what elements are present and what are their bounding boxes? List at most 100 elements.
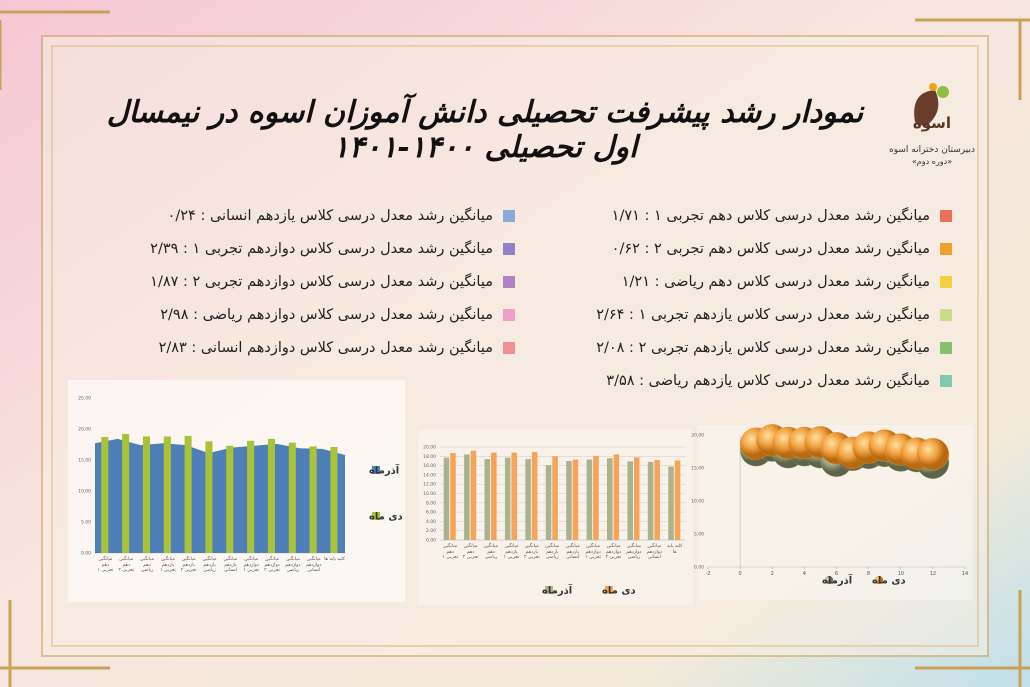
- bar: [247, 440, 255, 553]
- color-swatch: [503, 243, 515, 255]
- x-tick-label: میانگین دوازدهم انسانی: [306, 557, 322, 574]
- bar: [163, 436, 171, 553]
- bar: [525, 459, 531, 540]
- y-tick-label: 0.00: [426, 538, 436, 544]
- bar: [593, 455, 599, 540]
- info-item: میانگین رشد معدل درسی کلاس یازدهم ریاضی …: [606, 373, 952, 389]
- info-item: میانگین رشد معدل درسی کلاس دوازدهم انسان…: [159, 340, 515, 356]
- y-tick-label: 8.00: [426, 500, 436, 506]
- y-tick-label: 0.00: [81, 551, 91, 557]
- color-swatch: [940, 342, 952, 354]
- info-text: میانگین رشد معدل درسی کلاس دهم تجربی ۲ :…: [611, 241, 930, 257]
- y-tick-label: 14.00: [423, 472, 436, 478]
- x-tick-label: 6: [835, 571, 838, 577]
- color-swatch: [940, 243, 952, 255]
- bar: [647, 461, 654, 540]
- legend-label: آذرماه: [822, 574, 853, 587]
- info-item: میانگین رشد معدل درسی کلاس دهم ریاضی : ۱…: [622, 274, 952, 290]
- y-tick-label: 10.00: [78, 489, 91, 495]
- color-swatch: [503, 309, 515, 321]
- x-tick-label: میانگین دهم تجربی ۱: [97, 557, 114, 574]
- legend-swatch: [545, 586, 553, 594]
- x-tick-label: کلیه پایه ها: [667, 544, 683, 555]
- legend-swatch: [605, 586, 613, 594]
- y-tick-label: 10.00: [691, 499, 704, 505]
- school-name: دبیرستان دخترانه اسوه: [889, 145, 975, 155]
- y-tick-label: 20.00: [78, 427, 91, 433]
- y-tick-label: 15.00: [691, 466, 704, 472]
- y-tick-label: 0.00: [694, 565, 704, 571]
- bar: [484, 459, 491, 540]
- y-tick-label: 20.00: [423, 445, 436, 451]
- bar: [613, 454, 620, 540]
- bar: [504, 457, 511, 540]
- bar: [511, 452, 518, 540]
- x-tick-label: 4: [803, 571, 806, 577]
- x-tick-label: 14: [962, 571, 968, 577]
- y-tick-label: 10.00: [423, 491, 436, 497]
- bar: [122, 433, 130, 553]
- info-text: میانگین رشد معدل درسی کلاس دوازدهم تجربی…: [150, 241, 493, 257]
- legend-label: دی ماه: [369, 512, 403, 523]
- x-tick-label: میانگین یازدهم انسانی: [223, 557, 238, 574]
- x-tick-label: میانگین دوازدهم تجربی ۱: [585, 544, 602, 561]
- color-swatch: [940, 309, 952, 321]
- x-tick-label: میانگین یازدهم تجربی ۲: [180, 557, 197, 574]
- bar: [267, 438, 275, 553]
- x-tick-label: میانگین دهم تجربی ۲: [118, 557, 135, 574]
- info-text: میانگین رشد معدل درسی کلاس دوازدهم تجربی…: [150, 274, 493, 290]
- info-item: میانگین رشد معدل درسی کلاس دهم تجربی ۲ :…: [612, 241, 952, 257]
- x-tick-label: میانگین دهم ریاضی: [484, 544, 498, 561]
- info-text: میانگین رشد معدل درسی کلاس یازدهم تجربی …: [596, 307, 930, 323]
- info-item: میانگین رشد معدل درسی کلاس یازدهم انسانی…: [168, 208, 515, 224]
- x-tick-label: میانگین دوازدهم انسانی: [646, 544, 662, 561]
- info-item: میانگین رشد معدل درسی کلاس یازدهم تجربی …: [596, 307, 952, 323]
- info-text: میانگین رشد معدل درسی کلاس دوازدهم انسان…: [158, 340, 493, 356]
- school-period: «دوره دوم»: [912, 157, 952, 166]
- y-tick-label: 6.00: [426, 510, 436, 516]
- title: نمودار رشد پیشرفت تحصیلی دانش آموزان اسو…: [106, 95, 864, 165]
- info-text: میانگین رشد معدل درسی کلاس یازدهم تجربی …: [596, 340, 930, 356]
- bar: [309, 446, 317, 553]
- bar: [464, 454, 470, 540]
- x-tick-label: میانگین یازدهم تجربی ۱: [503, 544, 520, 561]
- info-text: میانگین رشد معدل درسی کلاس یازدهم انسانی…: [167, 208, 493, 224]
- color-swatch: [503, 276, 515, 288]
- info-item: میانگین رشد معدل درسی کلاس دوازدهم ریاضی…: [160, 307, 515, 323]
- y-tick-label: 4.00: [426, 519, 436, 525]
- x-tick-label: میانگین دهم تجربی ۱: [442, 544, 459, 561]
- bar: [205, 441, 213, 553]
- legend-label: آذرماه: [542, 584, 573, 597]
- bar: [586, 459, 593, 540]
- bar: [607, 458, 613, 540]
- info-text: میانگین رشد معدل درسی کلاس دهم تجربی ۱ :…: [611, 208, 930, 224]
- bar: [450, 453, 456, 540]
- x-tick-label: 10: [898, 571, 904, 577]
- info-item: میانگین رشد معدل درسی کلاس یازدهم تجربی …: [596, 340, 952, 356]
- legend-swatch: [825, 576, 833, 584]
- x-tick-label: میانگین دوازدهم تجربی ۲: [264, 557, 280, 574]
- x-tick-label: میانگین یازدهم ریاضی: [545, 544, 560, 561]
- x-tick-label: میانگین دوازدهم تجربی ۱: [243, 557, 260, 574]
- bar: [184, 435, 192, 553]
- logo: اسوه: [913, 114, 951, 132]
- bar: [101, 437, 109, 553]
- bar: [566, 460, 572, 540]
- bar: [330, 446, 338, 553]
- color-swatch: [503, 342, 515, 354]
- bar: [531, 452, 538, 540]
- bar: [443, 457, 450, 540]
- bar: [288, 442, 296, 553]
- y-tick-label: 15.00: [78, 458, 91, 464]
- info-item: میانگین رشد معدل درسی کلاس دوازدهم تجربی…: [150, 274, 515, 290]
- y-tick-label: 2.00: [426, 528, 436, 534]
- y-tick-label: 25.00: [78, 396, 91, 402]
- bar: [470, 450, 477, 540]
- x-tick-label: میانگین دوازدهم ریاضی: [626, 544, 642, 561]
- x-tick-label: میانگین یازدهم انسانی: [565, 544, 580, 561]
- x-tick-label: میانگین دهم تجربی ۲: [462, 544, 479, 561]
- bar: [142, 436, 150, 553]
- info-text: میانگین رشد معدل درسی کلاس یازدهم ریاضی …: [606, 373, 930, 389]
